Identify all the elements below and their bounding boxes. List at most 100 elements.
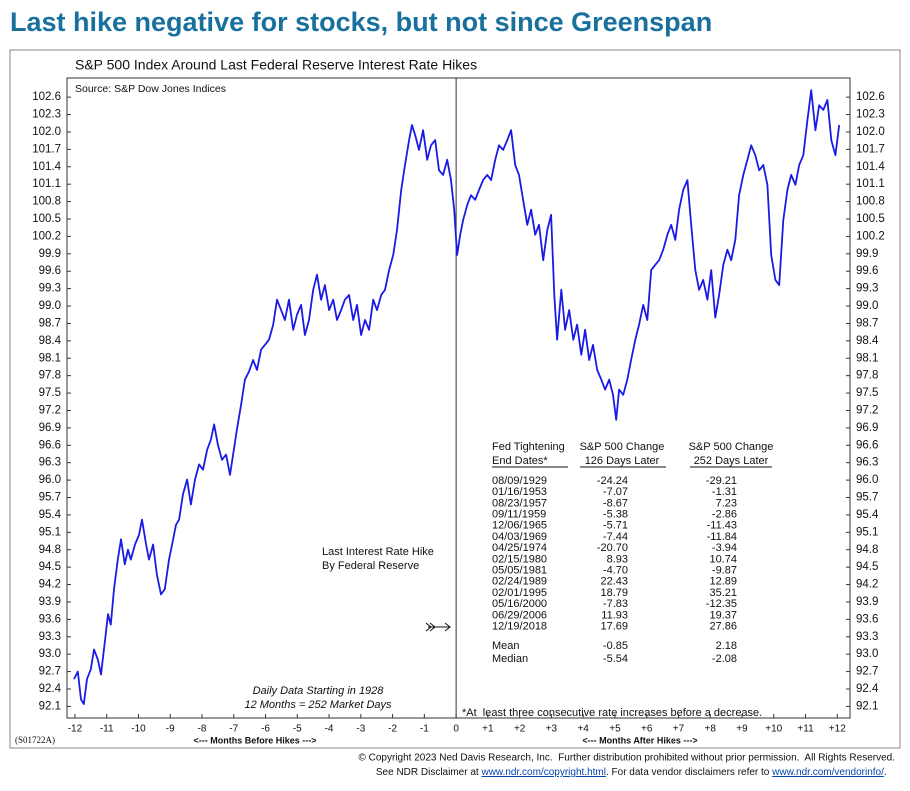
table-cell: -24.24 [597, 475, 628, 487]
y-tick-label: 95.7 [856, 492, 878, 504]
y-tick-label: 101.7 [32, 143, 61, 155]
table-cell: 18.79 [600, 587, 628, 599]
table-cell: -11.84 [707, 531, 737, 543]
y-tick-label: 102.0 [32, 126, 61, 138]
y-tick-label: 102.3 [856, 109, 885, 121]
table-summary: 2.18 [716, 640, 737, 652]
y-tick-label: 98.7 [39, 317, 61, 329]
x-tick-label: +6 [641, 724, 653, 735]
x-tick-label: +1 [482, 724, 494, 735]
link[interactable]: www.ndr.com/vendorinfo/ [771, 767, 884, 778]
y-tick-label: 100.8 [32, 196, 61, 208]
disclaimer: See NDR Disclaimer at www.ndr.com/copyri… [362, 767, 895, 778]
y-tick-label: 99.9 [39, 248, 61, 260]
table-cell: 02/15/1980 [492, 553, 547, 565]
chart-title: S&P 500 Index Around Last Federal Reserv… [75, 57, 477, 73]
footnote: *At least three consecutive rate increas… [462, 707, 762, 719]
x-tick-label: +11 [797, 724, 814, 735]
source: Source: S&P Dow Jones Indices [75, 83, 226, 95]
hike-label: Last Interest Rate Hike [322, 546, 434, 558]
x-tick-label: +2 [514, 724, 526, 735]
table-cell: 05/16/2000 [492, 598, 547, 610]
table-cell: -11.43 [707, 520, 737, 532]
table-cell: -9.87 [712, 565, 737, 577]
y-tick-label: 97.5 [39, 387, 61, 399]
y-tick-label: 94.5 [39, 561, 61, 573]
y-tick-label: 92.7 [856, 666, 878, 678]
y-tick-label: 99.6 [39, 265, 61, 277]
copyright: © Copyright 2023 Ned Davis Research, Inc… [359, 753, 896, 764]
table-cell: 01/16/1953 [492, 486, 547, 498]
y-tick-label: 102.0 [856, 126, 885, 138]
link[interactable]: www.ndr.com/copyright.html [480, 767, 606, 778]
table-cell: 12/19/2018 [492, 621, 547, 633]
hike-label: By Federal Reserve [322, 560, 419, 572]
y-tick-label: 101.4 [32, 161, 61, 173]
y-tick-label: 93.3 [856, 631, 878, 643]
table-cell: -3.94 [712, 542, 737, 554]
y-tick-label: 93.6 [39, 613, 61, 625]
x-tick-label: 0 [453, 724, 459, 735]
table-cell: 12.89 [709, 576, 737, 588]
table-cell: -8.67 [603, 497, 628, 509]
table-cell: -7.44 [603, 531, 628, 543]
y-tick-label: 94.8 [856, 544, 878, 556]
x-tick-label: +10 [765, 724, 782, 735]
table-header: End Dates* [492, 455, 548, 467]
table-summary: -2.08 [712, 653, 737, 665]
table-summary: -5.54 [603, 653, 628, 665]
table-header: Fed Tightening [492, 441, 565, 453]
table-cell: -7.07 [603, 486, 628, 498]
table-cell: 09/11/1959 [492, 509, 546, 521]
y-tick-label: 94.2 [39, 579, 61, 591]
y-tick-label: 96.9 [856, 422, 878, 434]
y-tick-label: 95.4 [856, 509, 879, 521]
chart-code: (S01722A) [15, 735, 55, 745]
table-cell: -5.71 [603, 520, 628, 532]
y-tick-label: 94.5 [856, 561, 878, 573]
y-tick-label: 95.7 [39, 492, 61, 504]
y-tick-label: 93.9 [856, 596, 878, 608]
index-line [73, 89, 841, 705]
y-tick-label: 101.1 [32, 178, 61, 190]
x-tick-label: -9 [166, 724, 175, 735]
table-summary: Median [492, 653, 528, 665]
table-cell: -5.38 [603, 509, 628, 521]
x-tick-label: +5 [609, 724, 621, 735]
x-tick-label: +9 [736, 724, 748, 735]
y-tick-label: 100.8 [856, 196, 885, 208]
x-tick-label: -2 [388, 724, 397, 735]
table-header: 252 Days Later [694, 455, 769, 467]
y-tick-label: 98.1 [39, 352, 61, 364]
x-tick-label: -7 [229, 724, 238, 735]
data-note: Daily Data Starting in 1928 [253, 685, 385, 697]
y-tick-label: 94.8 [39, 544, 61, 556]
x-tick-label: +7 [673, 724, 685, 735]
y-tick-label: 100.5 [32, 213, 61, 225]
y-tick-label: 95.1 [856, 526, 878, 538]
y-tick-label: 98.7 [856, 317, 878, 329]
y-tick-label: 97.2 [856, 405, 878, 417]
table-summary: -0.85 [603, 640, 628, 652]
y-tick-label: 93.0 [39, 648, 61, 660]
y-tick-label: 100.5 [856, 213, 885, 225]
y-tick-label: 93.3 [39, 631, 61, 643]
y-tick-label: 102.6 [32, 91, 61, 103]
x-label-before: <--- Months Before Hikes ---> [193, 735, 316, 745]
y-tick-label: 99.3 [39, 283, 61, 295]
y-tick-label: 93.9 [39, 596, 61, 608]
y-tick-label: 94.2 [856, 579, 878, 591]
y-tick-label: 99.3 [856, 283, 878, 295]
table-cell: -7.83 [603, 598, 628, 610]
x-tick-label: +4 [577, 724, 589, 735]
y-tick-label: 98.4 [856, 335, 879, 347]
y-tick-label: 98.4 [39, 335, 62, 347]
table-cell: -2.86 [712, 509, 737, 521]
y-tick-label: 96.0 [39, 474, 61, 486]
table-cell: 27.86 [709, 621, 737, 633]
table-cell: 04/25/1974 [492, 542, 547, 554]
y-tick-label: 97.5 [856, 387, 878, 399]
table-cell: 05/05/1981 [492, 565, 547, 577]
table-cell: 02/24/1989 [492, 576, 547, 588]
table-cell: 10.74 [709, 553, 737, 565]
